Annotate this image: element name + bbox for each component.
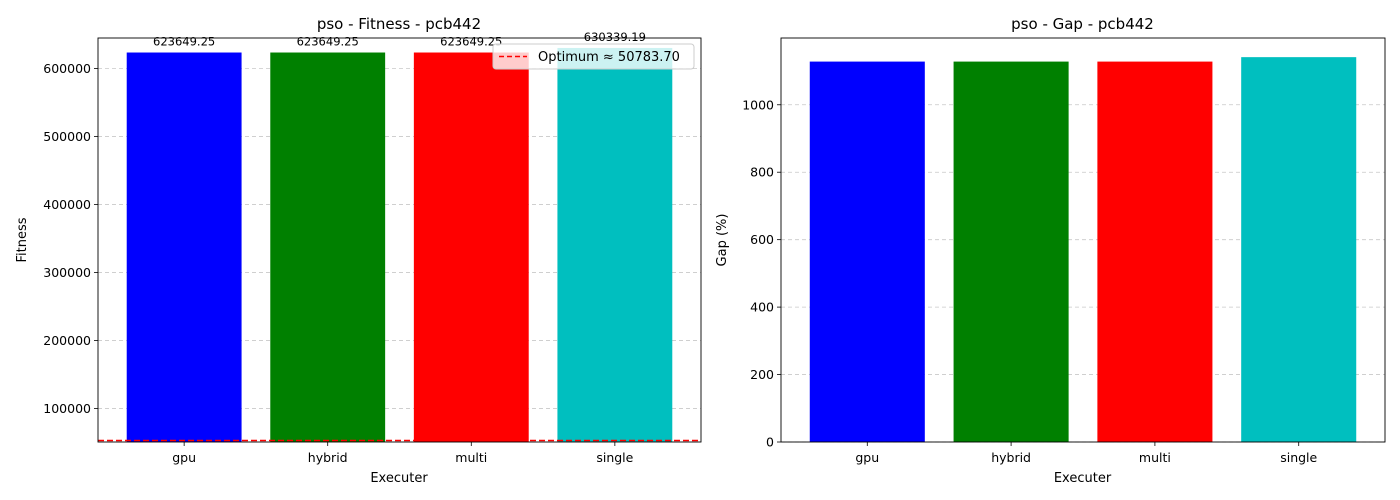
fitness-chart-ylabel: Fitness [15, 217, 30, 262]
fitness-chart-legend: Optimum ≈ 50783.70 [492, 43, 695, 70]
data-label-gpu: 623649.25 [153, 35, 215, 49]
bar-multi [1097, 61, 1213, 443]
y-tick-label: 500000 [43, 129, 91, 144]
x-tick-label-gpu: gpu [855, 450, 879, 465]
gap-chart-xticks: gpu hybrid multi single [855, 442, 1318, 465]
gap-chart: pso - Gap - pcb442 Executer Gap (%) 0 200… [715, 15, 1386, 486]
y-tick-label: 1000 [742, 97, 774, 112]
fitness-chart-title: pso - Fitness - pcb442 [317, 15, 481, 33]
gap-chart-title: pso - Gap - pcb442 [1011, 15, 1154, 33]
data-label-hybrid: 623649.25 [297, 35, 359, 49]
x-tick-label-hybrid: hybrid [991, 450, 1031, 465]
fitness-chart-yticks: 100000 200000 300000 400000 500000 600000 [43, 61, 98, 416]
bar-single [557, 47, 673, 442]
x-tick-label-hybrid: hybrid [308, 450, 348, 465]
gap-chart-yticks: 0 200 400 600 800 1000 [742, 97, 781, 450]
x-tick-label-single: single [596, 450, 633, 465]
y-tick-label: 200 [750, 367, 774, 382]
bar-gpu [126, 52, 242, 442]
y-tick-label: 400 [750, 300, 774, 315]
legend-box [492, 43, 695, 70]
y-tick-label: 400000 [43, 197, 91, 212]
y-tick-label: 200000 [43, 333, 91, 348]
gap-chart-xlabel: Executer [1054, 471, 1112, 486]
fitness-chart-data-labels: 623649.25 623649.25 623649.25 630339.19 [153, 30, 646, 49]
x-tick-label-single: single [1280, 450, 1317, 465]
fitness-chart-bars [126, 47, 673, 442]
fitness-chart-xlabel: Executer [370, 471, 428, 486]
gap-chart-ylabel: Gap (%) [715, 214, 730, 267]
x-tick-label-multi: multi [1139, 450, 1171, 465]
y-tick-label: 300000 [43, 265, 91, 280]
legend-label-optimum: Optimum ≈ 50783.70 [538, 50, 680, 65]
bar-hybrid [953, 61, 1069, 443]
y-tick-label: 600000 [43, 61, 91, 76]
bar-multi [413, 52, 529, 442]
y-tick-label: 0 [766, 435, 774, 450]
fitness-chart: pso - Fitness - pcb442 Executer Fitness … [15, 15, 702, 486]
data-label-multi: 623649.25 [440, 35, 502, 49]
bar-hybrid [270, 52, 386, 442]
fitness-chart-frame [97, 37, 702, 443]
x-tick-label-gpu: gpu [172, 450, 196, 465]
gap-chart-bars [809, 57, 1357, 443]
y-tick-label: 100000 [43, 401, 91, 416]
bar-gpu [809, 61, 925, 443]
fitness-chart-xticks: gpu hybrid multi single [172, 442, 634, 465]
data-label-single: 630339.19 [584, 30, 646, 44]
plot-frame [97, 37, 702, 443]
y-tick-label: 800 [750, 165, 774, 180]
y-tick-label: 600 [750, 232, 774, 247]
x-tick-label-multi: multi [455, 450, 487, 465]
bar-single [1241, 57, 1357, 442]
